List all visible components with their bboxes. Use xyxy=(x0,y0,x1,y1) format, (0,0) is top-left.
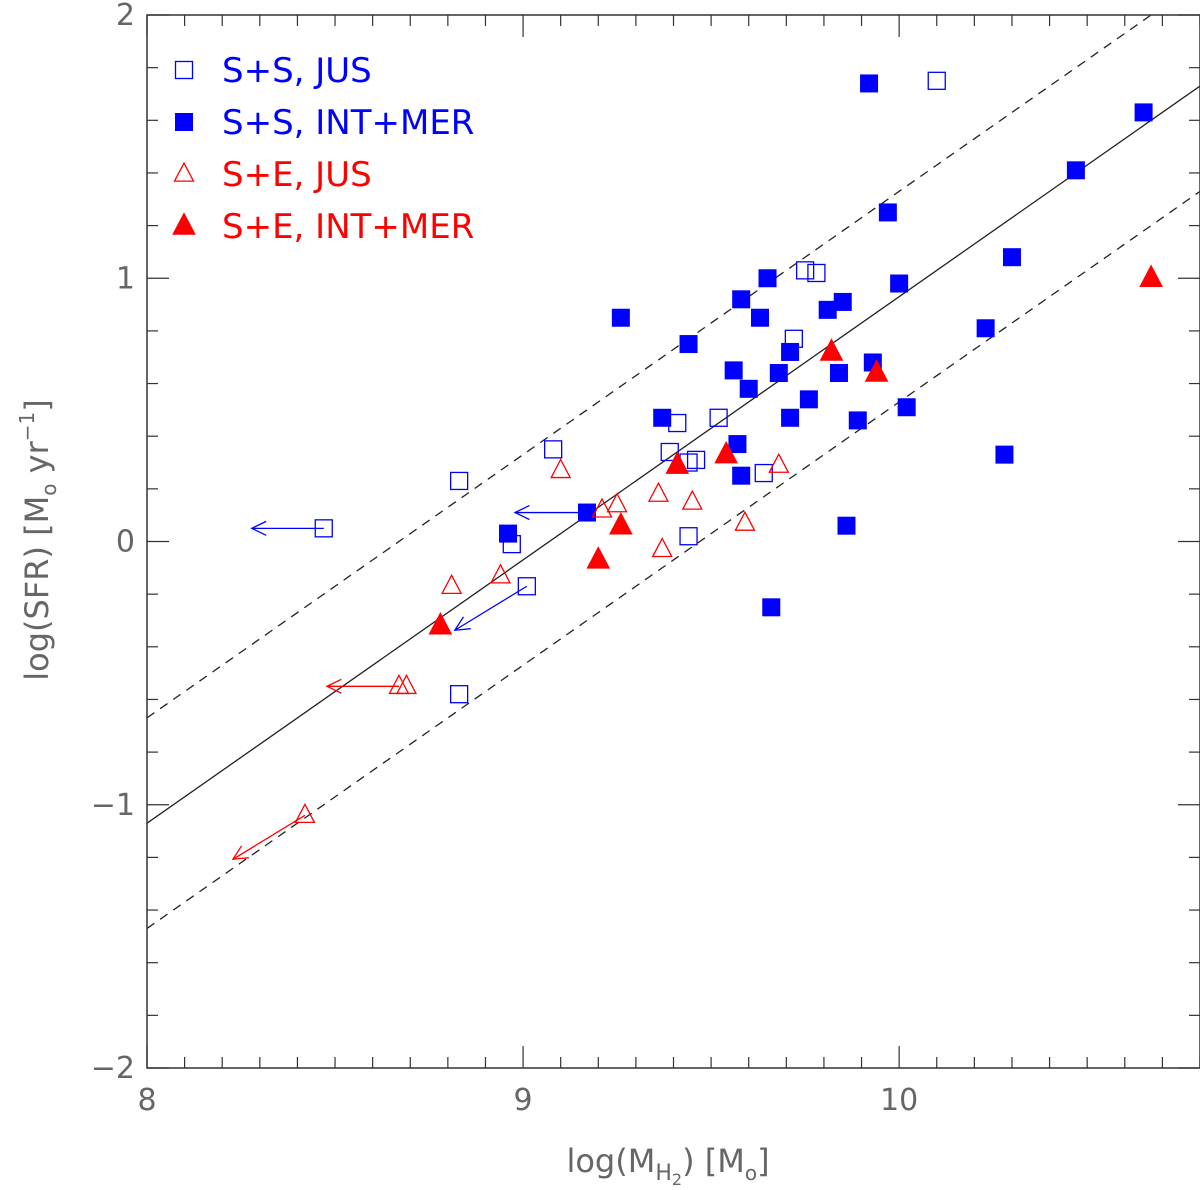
data-point xyxy=(762,598,781,617)
data-point xyxy=(976,319,995,338)
data-point xyxy=(739,379,758,398)
data-point xyxy=(668,413,687,433)
limit-arrow-head xyxy=(453,616,471,632)
data-point xyxy=(728,435,747,454)
data-point xyxy=(586,546,611,569)
data-point xyxy=(732,290,751,309)
data-point xyxy=(769,364,788,383)
lower-bound-line xyxy=(147,190,1200,930)
data-point xyxy=(781,342,800,361)
legend-label: S+S, INT+MER xyxy=(222,103,474,143)
legend-marker xyxy=(172,212,196,235)
data-point xyxy=(660,442,679,462)
data-point xyxy=(294,802,316,824)
fit-line xyxy=(147,85,1200,824)
data-point xyxy=(395,673,418,695)
data-point xyxy=(611,308,630,327)
data-point xyxy=(837,516,856,535)
data-point xyxy=(860,74,879,93)
y-tick-label: 2 xyxy=(116,0,135,33)
data-point xyxy=(768,452,790,473)
legend-label: S+S, JUS xyxy=(222,51,372,91)
data-point xyxy=(833,292,852,311)
data-point xyxy=(647,481,670,502)
data-point xyxy=(709,408,728,427)
y-axis-label: log(SFR) [Mo yr−1] xyxy=(15,399,61,680)
data-point xyxy=(897,398,916,417)
data-point xyxy=(724,361,743,380)
data-point xyxy=(679,335,698,354)
data-point xyxy=(807,263,826,283)
data-point xyxy=(732,466,751,485)
legend-marker xyxy=(175,113,193,131)
data-point xyxy=(606,492,628,513)
data-point xyxy=(734,510,756,531)
data-point xyxy=(995,445,1014,464)
x-tick-label: 10 xyxy=(880,1083,918,1118)
data-point xyxy=(927,71,946,90)
data-point xyxy=(750,308,769,327)
legend-label: S+E, JUS xyxy=(222,155,372,195)
data-point xyxy=(818,300,837,319)
data-point xyxy=(781,408,800,427)
data-point xyxy=(665,451,690,474)
x-tick-label: 8 xyxy=(137,1083,156,1118)
data-point xyxy=(517,577,536,596)
data-point xyxy=(829,364,848,383)
data-point xyxy=(489,563,512,584)
data-point xyxy=(550,458,572,479)
data-point xyxy=(578,503,597,522)
x-axis-label: log(MH2) [Mo] xyxy=(566,1142,769,1189)
data-point xyxy=(1066,161,1085,180)
upper-bound-line xyxy=(147,15,1153,719)
data-points xyxy=(294,71,1163,824)
limit-arrow-head xyxy=(231,845,249,861)
legend-marker xyxy=(174,60,194,80)
limit-arrow-head xyxy=(513,504,530,521)
axes: 8 9 10 −2 −1 0 1 2 xyxy=(91,0,1200,1118)
data-point xyxy=(758,269,777,288)
data-point xyxy=(795,261,815,280)
data-point xyxy=(609,511,633,535)
data-point xyxy=(1134,103,1153,122)
data-point xyxy=(714,440,738,464)
data-point xyxy=(819,338,844,361)
data-point xyxy=(878,203,897,222)
data-point xyxy=(1002,248,1021,267)
data-point xyxy=(591,497,613,518)
x-tick-label: 9 xyxy=(514,1083,533,1118)
data-point xyxy=(890,274,909,293)
limit-arrow-shaft xyxy=(232,814,306,860)
data-point xyxy=(449,471,469,491)
data-point xyxy=(651,537,673,558)
upper-limit-arrows xyxy=(231,504,588,861)
legend: S+S, JUS S+S, INT+MER S+E, JUS S+E, INT+MER xyxy=(172,51,474,247)
legend-label: S+E, INT+MER xyxy=(222,207,474,247)
data-point xyxy=(1139,264,1163,287)
data-point xyxy=(799,390,818,409)
data-point xyxy=(681,489,703,510)
limit-arrow-shaft xyxy=(454,585,528,631)
data-point xyxy=(314,519,333,538)
data-point xyxy=(499,524,518,543)
fit-lines xyxy=(147,15,1200,930)
y-tick-label: 1 xyxy=(116,261,135,296)
data-point xyxy=(544,440,563,459)
data-point xyxy=(449,685,469,704)
y-tick-label: −2 xyxy=(91,1051,135,1086)
limit-arrow-head xyxy=(250,520,267,536)
limit-arrow-head xyxy=(325,678,342,694)
legend-marker xyxy=(173,161,195,182)
data-point xyxy=(864,359,889,382)
data-point xyxy=(848,411,867,430)
data-point xyxy=(428,612,453,635)
data-point xyxy=(686,450,706,470)
data-point xyxy=(653,408,672,427)
data-point xyxy=(679,527,698,546)
data-point xyxy=(441,573,463,595)
y-tick-label: 0 xyxy=(116,525,135,560)
data-point xyxy=(754,463,773,483)
y-tick-label: −1 xyxy=(91,788,135,823)
